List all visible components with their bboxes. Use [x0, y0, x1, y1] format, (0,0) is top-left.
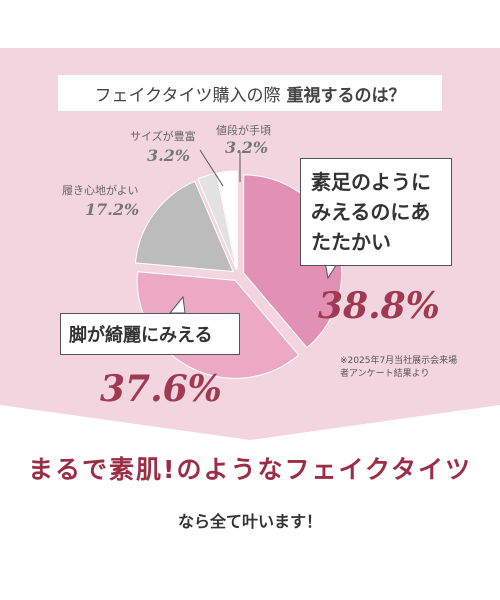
pie-slice [134, 180, 234, 273]
chart-title-emphasis: 重視するのは？ [286, 85, 406, 106]
category-label: 素足のようにみえるのにあたたかい [300, 158, 452, 266]
headline: まるで素肌!のようなフェイクタイツ [28, 455, 472, 484]
note: ※2025年7月当社展示会来場者アンケート結果より [340, 356, 458, 379]
value-label: 3.2% [225, 138, 269, 157]
chart-title: フェイクタイツ購入の際 [94, 85, 281, 106]
leader [199, 149, 224, 187]
pie-slice [217, 170, 238, 270]
category-label: サイズが豊富 [130, 130, 196, 143]
value-label: 3.2% [147, 146, 191, 165]
title-row: フェイクタイツ購入の際 重視するのは？ [58, 75, 442, 111]
value-label: 17.2% [85, 200, 140, 219]
category-label: 値段が手頃 [216, 124, 271, 137]
value-label: 38.8% [318, 285, 440, 327]
category-label: 履き心地がよい [62, 184, 139, 197]
value-label: 37.6% [100, 368, 222, 410]
category-label: 脚が綺麗にみえる [60, 313, 240, 355]
pie-slice [197, 172, 237, 270]
title-box [58, 75, 442, 111]
subline: なら全て叶います！ [177, 512, 322, 531]
